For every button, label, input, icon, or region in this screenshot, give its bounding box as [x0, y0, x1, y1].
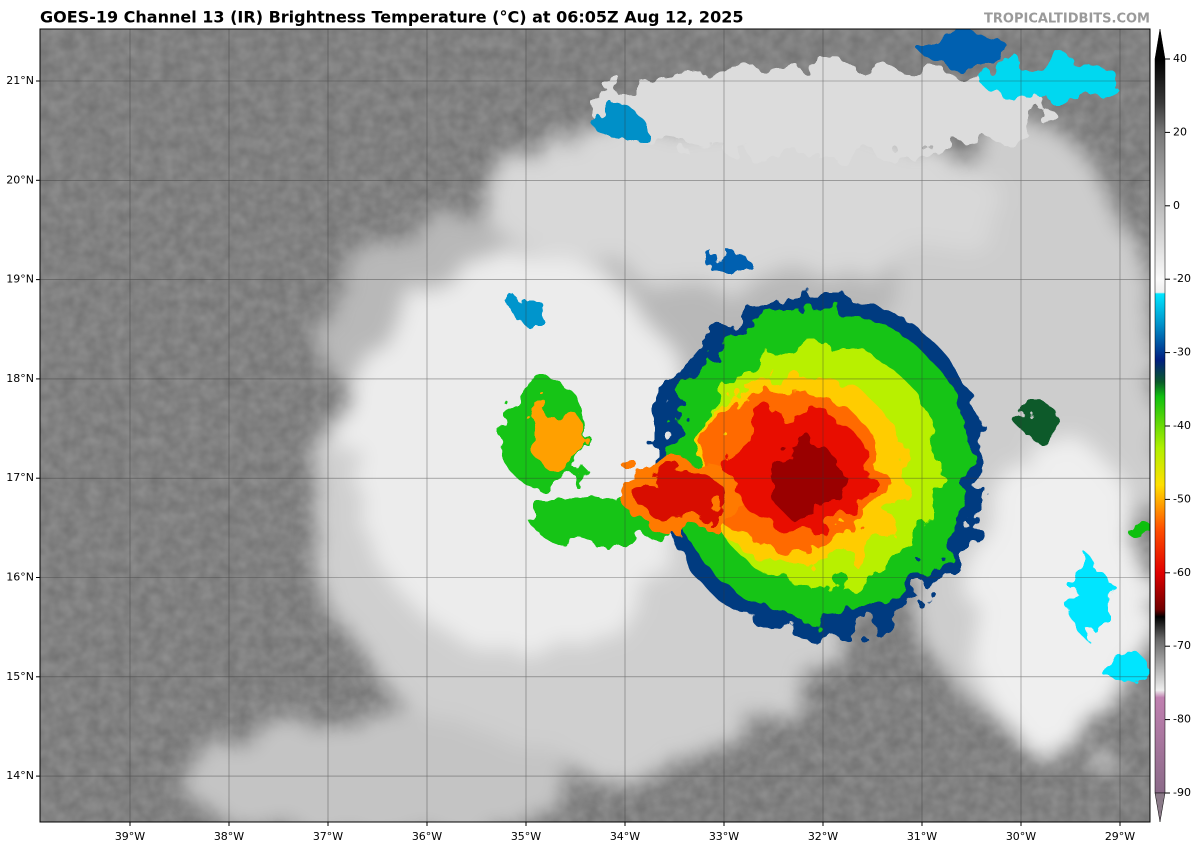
- lat-label: 19°N: [6, 273, 34, 286]
- colorbar-label: -80: [1173, 713, 1191, 726]
- colorbar-label: 20: [1173, 125, 1187, 138]
- colorbar-label: -50: [1173, 492, 1191, 505]
- colorbar-label: -20: [1173, 272, 1191, 285]
- lat-label: 18°N: [6, 372, 34, 385]
- map-frame: [39, 28, 1151, 823]
- credit: TROPICALTIDBITS.COM: [984, 12, 1150, 27]
- lat-label: 14°N: [6, 769, 34, 782]
- lon-label: 31°W: [907, 830, 937, 843]
- lat-label: 17°N: [6, 471, 34, 484]
- lon-label: 38°W: [214, 830, 244, 843]
- colorbar-label: -60: [1173, 566, 1191, 579]
- colorbar-label: -40: [1173, 419, 1191, 432]
- graticule: [40, 29, 1150, 822]
- title: GOES-19 Channel 13 (IR) Brightness Tempe…: [40, 8, 743, 27]
- lat-label: 21°N: [6, 74, 34, 87]
- lon-label: 37°W: [313, 830, 343, 843]
- lon-label: 29°W: [1105, 830, 1135, 843]
- lon-label: 34°W: [610, 830, 640, 843]
- lon-label: 36°W: [412, 830, 442, 843]
- lat-label: 16°N: [6, 571, 34, 584]
- colorbar-label: -70: [1173, 639, 1191, 652]
- colorbar: [1154, 28, 1166, 823]
- lon-label: 32°W: [808, 830, 838, 843]
- satellite-image: [40, 29, 1150, 822]
- lon-label: 35°W: [511, 830, 541, 843]
- colorbar-label: -30: [1173, 346, 1191, 359]
- lon-label: 30°W: [1006, 830, 1036, 843]
- colorbar-label: 0: [1173, 199, 1180, 212]
- colorbar-label: -90: [1173, 786, 1191, 799]
- lon-label: 33°W: [709, 830, 739, 843]
- colorbar-label: 40: [1173, 52, 1187, 65]
- lon-label: 39°W: [115, 830, 145, 843]
- lat-label: 15°N: [6, 670, 34, 683]
- lat-label: 20°N: [6, 173, 34, 186]
